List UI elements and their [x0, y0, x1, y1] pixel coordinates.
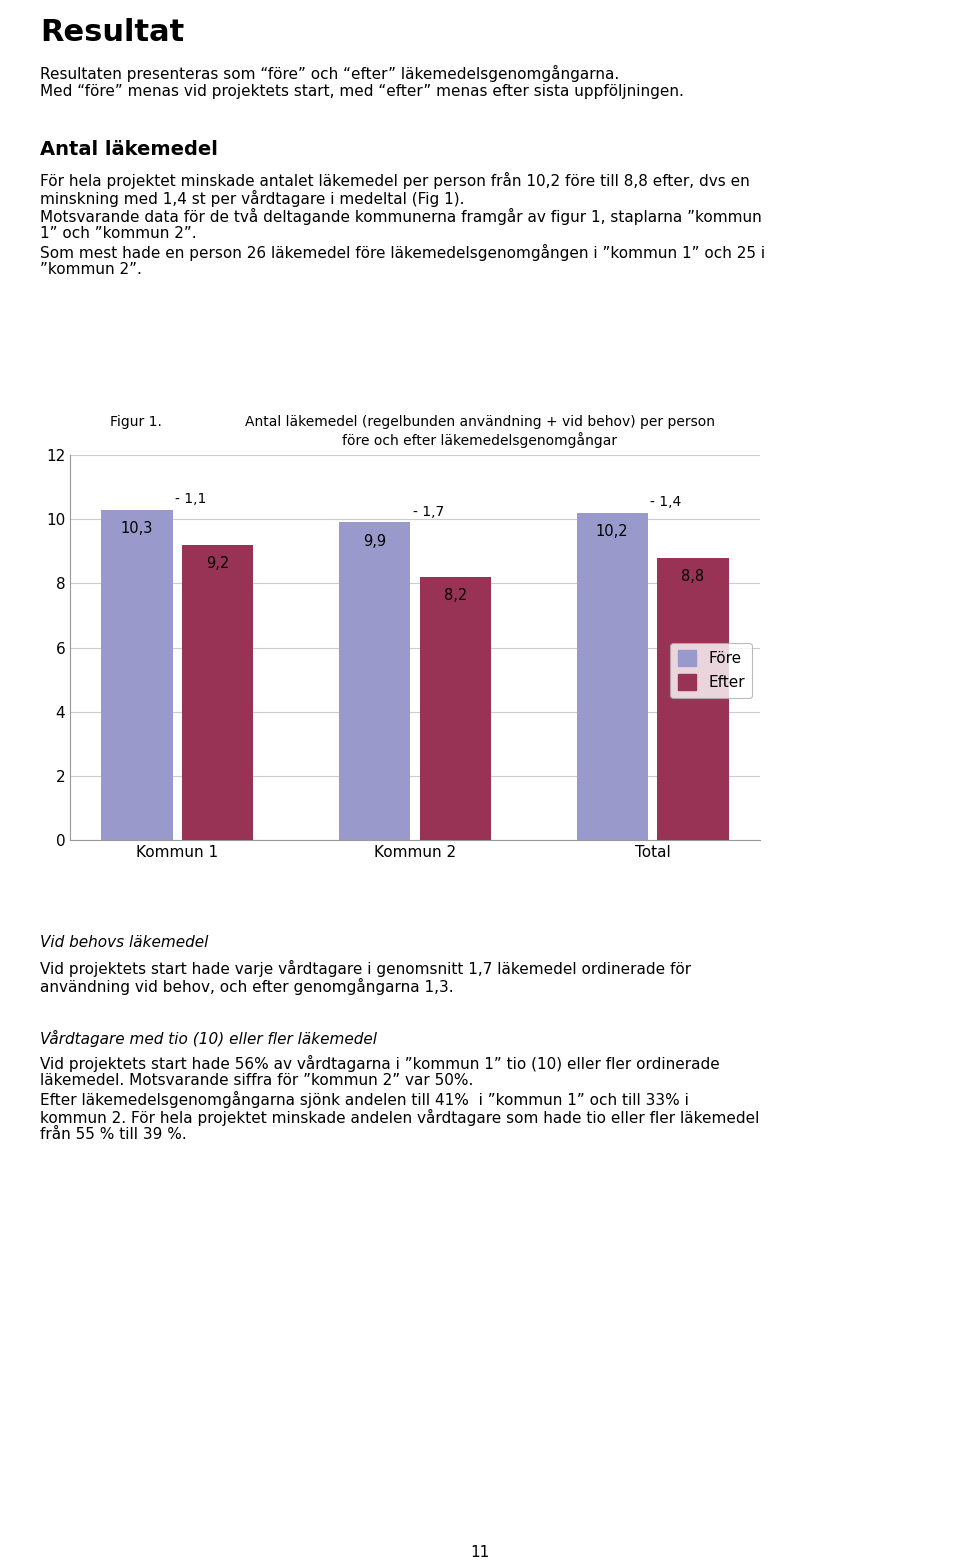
Text: För hela projektet minskade antalet läkemedel per person från 10,2 före till 8,8: För hela projektet minskade antalet läke…	[40, 172, 750, 190]
Text: Figur 1.: Figur 1.	[110, 415, 162, 429]
Text: - 1,7: - 1,7	[413, 505, 444, 519]
Text: läkemedel. Motsvarande siffra för ”kommun 2” var 50%.: läkemedel. Motsvarande siffra för ”kommu…	[40, 1073, 473, 1087]
Text: före och efter läkemedelsgenomgångar: före och efter läkemedelsgenomgångar	[343, 432, 617, 448]
Bar	[182, 545, 253, 840]
Text: Vid projektets start hade varje vårdtagare i genomsnitt 1,7 läkemedel ordinerade: Vid projektets start hade varje vårdtaga…	[40, 961, 691, 976]
Text: Vid projektets start hade 56% av vårdtagarna i ”kommun 1” tio (10) eller fler or: Vid projektets start hade 56% av vårdtag…	[40, 1055, 720, 1072]
Text: Antal läkemedel (regelbunden användning + vid behov) per person: Antal läkemedel (regelbunden användning …	[245, 415, 715, 429]
Text: Som mest hade en person 26 läkemedel före läkemedelsgenomgången i ”kommun 1” och: Som mest hade en person 26 läkemedel för…	[40, 244, 765, 262]
Text: ”kommun 2”.: ”kommun 2”.	[40, 262, 142, 277]
Text: Vid behovs läkemedel: Vid behovs läkemedel	[40, 935, 208, 950]
Text: Vårdtagare med tio (10) eller fler läkemedel: Vårdtagare med tio (10) eller fler läkem…	[40, 1030, 377, 1047]
Legend: Före, Efter: Före, Efter	[670, 642, 753, 697]
Text: Antal läkemedel: Antal läkemedel	[40, 139, 218, 158]
Bar	[658, 558, 729, 840]
Text: minskning med 1,4 st per vårdtagare i medeltal (Fig 1).: minskning med 1,4 st per vårdtagare i me…	[40, 190, 465, 207]
Text: från 55 % till 39 %.: från 55 % till 39 %.	[40, 1127, 187, 1142]
Text: - 1,1: - 1,1	[175, 492, 206, 506]
Text: kommun 2. För hela projektet minskade andelen vårdtagare som hade tio eller fler: kommun 2. För hela projektet minskade an…	[40, 1109, 759, 1127]
Bar	[577, 512, 648, 840]
Text: 10,2: 10,2	[596, 523, 629, 539]
Text: Med “före” menas vid projektets start, med “efter” menas efter sista uppföljning: Med “före” menas vid projektets start, m…	[40, 85, 684, 99]
Text: Resultat: Resultat	[40, 17, 184, 47]
Text: Efter läkemedelsgenomgångarna sjönk andelen till 41%  i ”kommun 1” och till 33% : Efter läkemedelsgenomgångarna sjönk ande…	[40, 1091, 689, 1108]
Text: 8,8: 8,8	[682, 569, 705, 584]
Bar	[339, 522, 410, 840]
Text: 9,9: 9,9	[363, 534, 386, 548]
Text: Motsvarande data för de två deltagande kommunerna framgår av figur 1, staplarna : Motsvarande data för de två deltagande k…	[40, 208, 762, 226]
Text: 10,3: 10,3	[121, 520, 154, 536]
Text: användning vid behov, och efter genomgångarna 1,3.: användning vid behov, och efter genomgån…	[40, 978, 454, 995]
Text: 9,2: 9,2	[206, 556, 229, 570]
Text: 11: 11	[470, 1545, 490, 1561]
Text: 1” och ”kommun 2”.: 1” och ”kommun 2”.	[40, 226, 197, 241]
Bar	[420, 577, 491, 840]
Text: Resultaten presenteras som “före” och “efter” läkemedelsgenomgångarna.: Resultaten presenteras som “före” och “e…	[40, 64, 619, 81]
Bar	[102, 509, 173, 840]
Text: - 1,4: - 1,4	[650, 495, 682, 509]
Text: 8,2: 8,2	[444, 588, 467, 603]
